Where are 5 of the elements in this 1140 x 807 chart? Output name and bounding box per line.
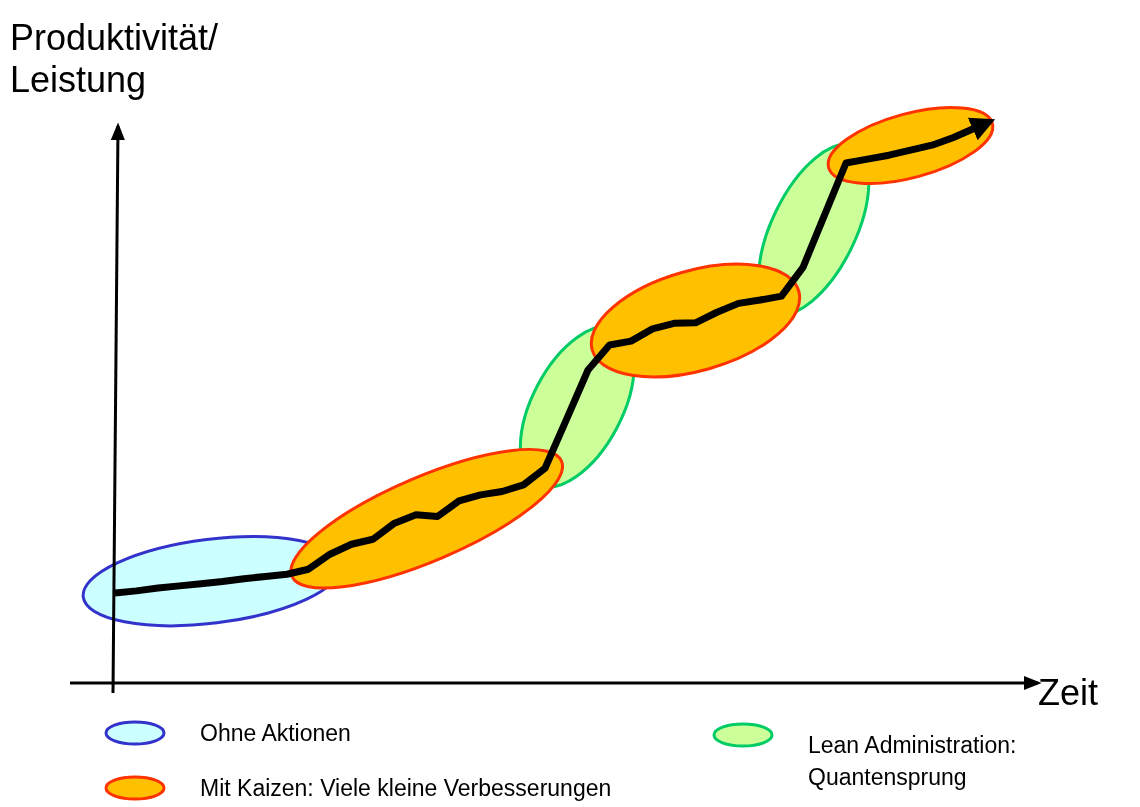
text: Mit Kaizen: Viele kleine Verbesserungen xyxy=(200,775,612,801)
text: Ohne Aktionen xyxy=(200,720,351,746)
y-axis-title: Produktivität/ Leistung xyxy=(10,17,219,100)
text: Lean Administration: Quantensprung xyxy=(808,732,1017,790)
x-axis-title: Zeit xyxy=(1038,672,1099,713)
